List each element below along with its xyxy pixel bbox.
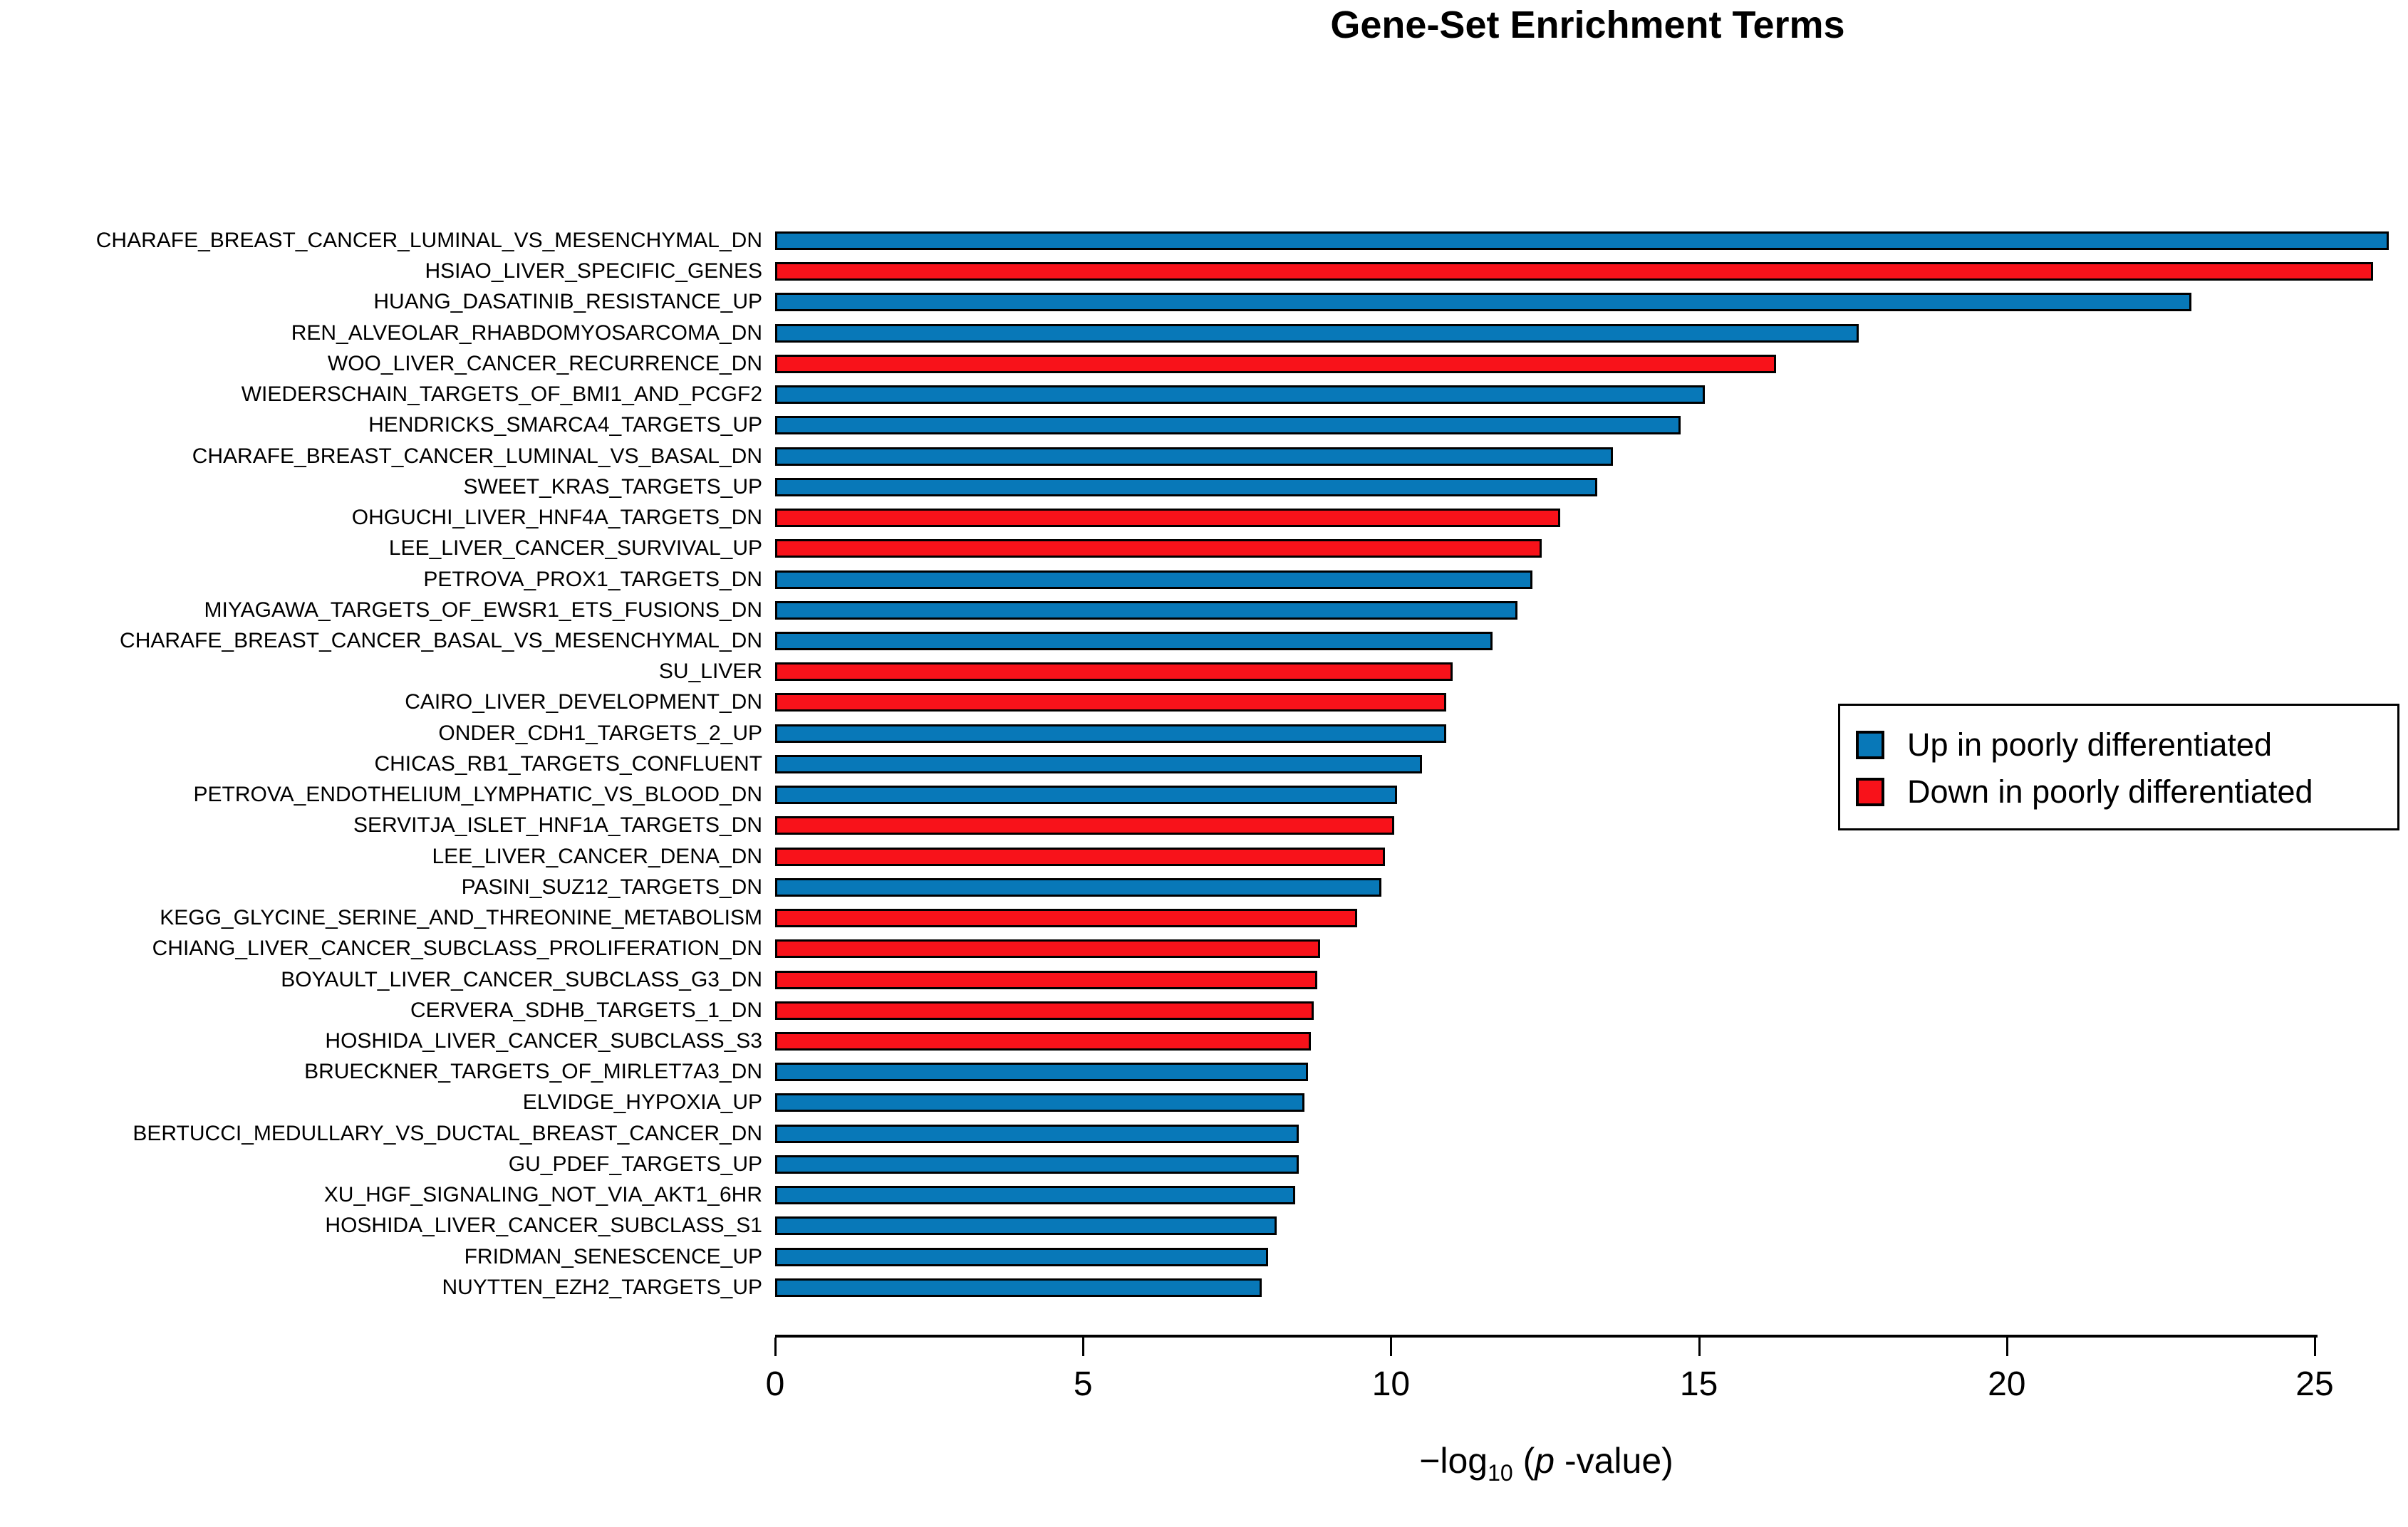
bar — [775, 323, 1859, 343]
bar-label: HOSHIDA_LIVER_CANCER_SUBCLASS_S3 — [325, 1028, 762, 1053]
x-axis-tick-label: 15 — [1679, 1365, 1718, 1403]
bar-label: SU_LIVER — [658, 660, 762, 684]
x-axis-tick-label: 20 — [1988, 1365, 2026, 1403]
x-axis-tick — [1390, 1338, 1393, 1356]
bar-label: WOO_LIVER_CANCER_RECURRENCE_DN — [327, 351, 762, 375]
x-axis-tick-label: 5 — [1073, 1365, 1093, 1403]
bar-label: REN_ALVEOLAR_RHABDOMYOSARCOMA_DN — [291, 320, 762, 345]
x-axis-title-p: p — [1535, 1441, 1555, 1481]
bar-label: LEE_LIVER_CANCER_DENA_DN — [432, 844, 762, 868]
bar-label: HENDRICKS_SMARCA4_TARGETS_UP — [368, 413, 762, 437]
bar-label: CERVERA_SDHB_TARGETS_1_DN — [410, 998, 762, 1022]
bar — [775, 539, 1542, 558]
x-axis-tick-label: 0 — [765, 1365, 785, 1403]
bar-label: XU_HGF_SIGNALING_NOT_VIA_AKT1_6HR — [323, 1183, 762, 1207]
x-axis-tick — [774, 1338, 777, 1356]
bar-label: CHARAFE_BREAST_CANCER_LUMINAL_VS_BASAL_D… — [192, 444, 762, 468]
x-axis-title: −log10 (p -value) — [775, 1440, 2318, 1486]
bar — [775, 600, 1517, 620]
bar — [775, 1031, 1311, 1051]
bar-label: BRUECKNER_TARGETS_OF_MIRLET7A3_DN — [304, 1060, 762, 1084]
x-axis-title-minus-log: −log — [1419, 1441, 1488, 1481]
legend-entry-down: Down in poorly differentiated — [1856, 773, 2313, 810]
bar — [775, 1063, 1308, 1082]
x-axis-title-subscript: 10 — [1488, 1460, 1513, 1486]
bar-label: HOSHIDA_LIVER_CANCER_SUBCLASS_S1 — [325, 1214, 762, 1238]
bar — [775, 416, 1681, 435]
bar-label: PASINI_SUZ12_TARGETS_DN — [461, 875, 762, 899]
bar — [775, 1247, 1268, 1266]
bar — [775, 847, 1385, 866]
bar-label: CHICAS_RB1_TARGETS_CONFLUENT — [374, 751, 762, 776]
bar — [775, 570, 1532, 589]
legend-label-up: Up in poorly differentiated — [1907, 726, 2272, 763]
bar — [775, 939, 1320, 959]
legend-swatch-down-icon — [1856, 778, 1884, 806]
x-axis-tick — [2005, 1338, 2008, 1356]
bar — [775, 631, 1493, 650]
bar-label: SERVITJA_ISLET_HNF1A_TARGETS_DN — [353, 813, 762, 838]
bar-label: FRIDMAN_SENESCENCE_UP — [464, 1244, 762, 1268]
bar — [775, 1278, 1262, 1297]
bar-label: CHARAFE_BREAST_CANCER_LUMINAL_VS_MESENCH… — [95, 229, 762, 252]
bar — [775, 877, 1381, 897]
bar-label: SWEET_KRAS_TARGETS_UP — [463, 474, 762, 499]
bar-label: ONDER_CDH1_TARGETS_2_UP — [438, 721, 762, 745]
x-axis-tick — [2314, 1338, 2316, 1356]
bar — [775, 385, 1705, 405]
bar — [775, 724, 1446, 743]
bar — [775, 293, 2191, 312]
bar — [775, 354, 1776, 373]
bar-label: ELVIDGE_HYPOXIA_UP — [522, 1090, 762, 1115]
bar — [775, 909, 1357, 928]
bar-label: HUANG_DASATINIB_RESISTANCE_UP — [373, 290, 762, 314]
x-axis-tick — [1082, 1338, 1085, 1356]
bar-label: PETROVA_ENDOTHELIUM_LYMPHATIC_VS_BLOOD_D… — [193, 783, 762, 807]
bar — [775, 1001, 1314, 1020]
bar-label: NUYTTEN_EZH2_TARGETS_UP — [442, 1275, 762, 1299]
bar — [775, 1124, 1299, 1143]
bar — [775, 816, 1394, 835]
bar-label: CAIRO_LIVER_DEVELOPMENT_DN — [405, 690, 762, 714]
legend-swatch-up-icon — [1856, 731, 1884, 759]
bar — [775, 1216, 1277, 1236]
bar — [775, 1186, 1295, 1205]
bar — [775, 662, 1453, 682]
bar-label: HSIAO_LIVER_SPECIFIC_GENES — [425, 259, 763, 283]
bar-label: GU_PDEF_TARGETS_UP — [508, 1152, 762, 1176]
bar — [775, 693, 1446, 712]
bar — [775, 477, 1597, 496]
bar-label: CHARAFE_BREAST_CANCER_BASAL_VS_MESENCHYM… — [120, 628, 762, 652]
bar-label: KEGG_GLYCINE_SERINE_AND_THREONINE_METABO… — [160, 906, 762, 930]
x-axis-line — [775, 1335, 2318, 1338]
bar-label: CHIANG_LIVER_CANCER_SUBCLASS_PROLIFERATI… — [152, 937, 762, 961]
bar-label: BERTUCCI_MEDULLARY_VS_DUCTAL_BREAST_CANC… — [133, 1121, 762, 1145]
bar — [775, 509, 1560, 528]
x-axis-tick-label: 10 — [1371, 1365, 1411, 1403]
bar — [775, 1093, 1304, 1112]
x-axis-tick — [1698, 1338, 1701, 1356]
bar — [775, 754, 1422, 773]
bar — [775, 970, 1317, 989]
bar-label: PETROVA_PROX1_TARGETS_DN — [423, 567, 762, 591]
bar-label: OHGUCHI_LIVER_HNF4A_TARGETS_DN — [351, 506, 762, 530]
legend-entry-up: Up in poorly differentiated — [1856, 726, 2272, 763]
bar — [775, 447, 1613, 466]
bar-label: WIEDERSCHAIN_TARGETS_OF_BMI1_AND_PCGF2 — [241, 382, 762, 407]
x-axis-tick-label: 25 — [2295, 1365, 2334, 1403]
x-axis-title-rest: -value) — [1555, 1441, 1673, 1481]
bar-label: BOYAULT_LIVER_CANCER_SUBCLASS_G3_DN — [281, 967, 762, 991]
bar-label: LEE_LIVER_CANCER_SURVIVAL_UP — [388, 536, 762, 561]
bar — [775, 231, 2389, 250]
legend: Up in poorly differentiated Down in poor… — [1838, 704, 2399, 830]
bar — [775, 786, 1397, 805]
bar — [775, 262, 2373, 281]
legend-label-down: Down in poorly differentiated — [1907, 773, 2313, 810]
x-axis-title-paren: ( — [1512, 1441, 1535, 1481]
bar-label: MIYAGAWA_TARGETS_OF_EWSR1_ETS_FUSIONS_DN — [204, 598, 763, 622]
chart-title: Gene-Set Enrichment Terms — [1330, 4, 1845, 46]
bar — [775, 1155, 1299, 1174]
